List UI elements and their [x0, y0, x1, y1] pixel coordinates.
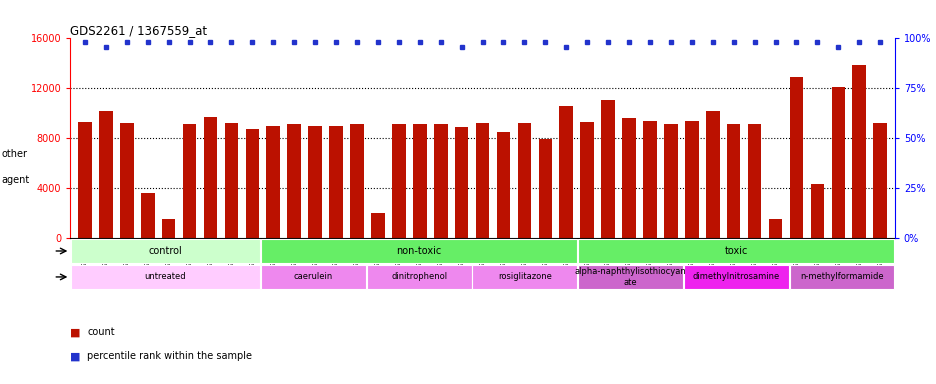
Text: caerulein: caerulein: [294, 272, 332, 281]
Bar: [225, 123, 238, 238]
Bar: [78, 122, 92, 238]
Bar: [789, 265, 894, 289]
Text: untreated: untreated: [144, 272, 186, 281]
Bar: [70, 239, 260, 263]
Bar: [413, 124, 426, 238]
Bar: [538, 139, 551, 238]
Text: non-toxic: non-toxic: [396, 246, 441, 256]
Text: alpha-naphthylisothiocyan
ate: alpha-naphthylisothiocyan ate: [574, 267, 686, 286]
Text: percentile rank within the sample: percentile rank within the sample: [87, 351, 252, 361]
Bar: [496, 132, 510, 238]
Bar: [726, 124, 739, 238]
Text: control: control: [149, 246, 183, 256]
Bar: [454, 127, 468, 238]
Bar: [579, 122, 593, 238]
Bar: [350, 124, 363, 238]
Bar: [261, 265, 365, 289]
Bar: [810, 184, 824, 238]
Bar: [852, 65, 865, 238]
Bar: [578, 239, 894, 263]
Bar: [366, 265, 471, 289]
Bar: [162, 219, 175, 238]
Bar: [475, 123, 489, 238]
Bar: [308, 126, 322, 238]
Text: other: other: [2, 149, 28, 159]
Bar: [578, 265, 682, 289]
Text: toxic: toxic: [724, 246, 747, 256]
Bar: [517, 123, 531, 238]
Bar: [559, 106, 573, 238]
Text: agent: agent: [2, 175, 30, 185]
Bar: [371, 213, 385, 238]
Bar: [830, 87, 844, 238]
Text: n-methylformamide: n-methylformamide: [799, 272, 883, 281]
Bar: [472, 265, 577, 289]
Bar: [261, 239, 577, 263]
Bar: [183, 124, 197, 238]
Bar: [433, 124, 447, 238]
Bar: [266, 126, 280, 238]
Bar: [99, 111, 112, 238]
Bar: [872, 123, 886, 238]
Bar: [683, 265, 788, 289]
Text: dinitrophenol: dinitrophenol: [390, 272, 446, 281]
Text: GDS2261 / 1367559_at: GDS2261 / 1367559_at: [70, 24, 207, 37]
Bar: [705, 111, 719, 238]
Bar: [140, 193, 154, 238]
Bar: [391, 124, 405, 238]
Text: ■: ■: [70, 327, 80, 337]
Bar: [622, 118, 636, 238]
Text: dimethylnitrosamine: dimethylnitrosamine: [692, 272, 779, 281]
Text: ■: ■: [70, 351, 80, 361]
Bar: [329, 126, 343, 238]
Bar: [642, 121, 656, 238]
Bar: [120, 123, 134, 238]
Bar: [70, 265, 260, 289]
Bar: [768, 219, 782, 238]
Bar: [203, 117, 217, 238]
Bar: [789, 77, 802, 238]
Text: count: count: [87, 327, 114, 337]
Bar: [664, 124, 677, 238]
Bar: [287, 124, 300, 238]
Bar: [684, 121, 698, 238]
Bar: [747, 124, 761, 238]
Bar: [601, 99, 614, 238]
Bar: [245, 129, 259, 238]
Text: rosiglitazone: rosiglitazone: [497, 272, 551, 281]
